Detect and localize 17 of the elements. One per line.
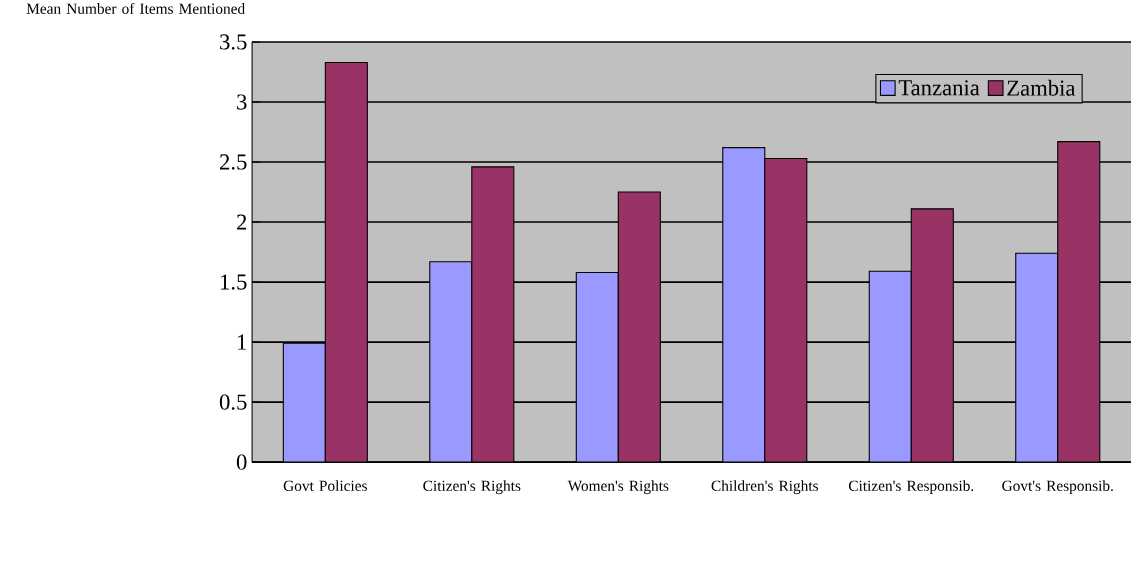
x-tick-label: Govt's Responsib.: [1002, 480, 1113, 495]
y-axis-title: Mean Number of Items Mentioned: [26, 3, 245, 14]
x-tick-label: Citizen's Responsib.: [848, 480, 974, 495]
y-tick-label: 3.5: [220, 34, 247, 50]
x-tick-label: Women's Rights: [567, 480, 669, 495]
y-tick-label: 0: [236, 454, 247, 470]
legend-label: Zambia: [1007, 79, 1076, 96]
y-tick-label: 2.5: [220, 154, 247, 170]
y-tick-label: 1.5: [221, 274, 247, 290]
y-tick-label: 3: [237, 94, 247, 110]
y-tick-label: 1: [238, 334, 247, 350]
x-tick-label: Govt Policies: [283, 480, 367, 492]
x-tick-label: Children's Rights: [711, 480, 819, 495]
x-tick-label: Citizen's Rights: [423, 480, 521, 495]
y-tick-label: 2: [237, 214, 247, 230]
legend-label: Tanzania: [898, 80, 980, 96]
y-tick-label: 0.5: [219, 394, 247, 410]
